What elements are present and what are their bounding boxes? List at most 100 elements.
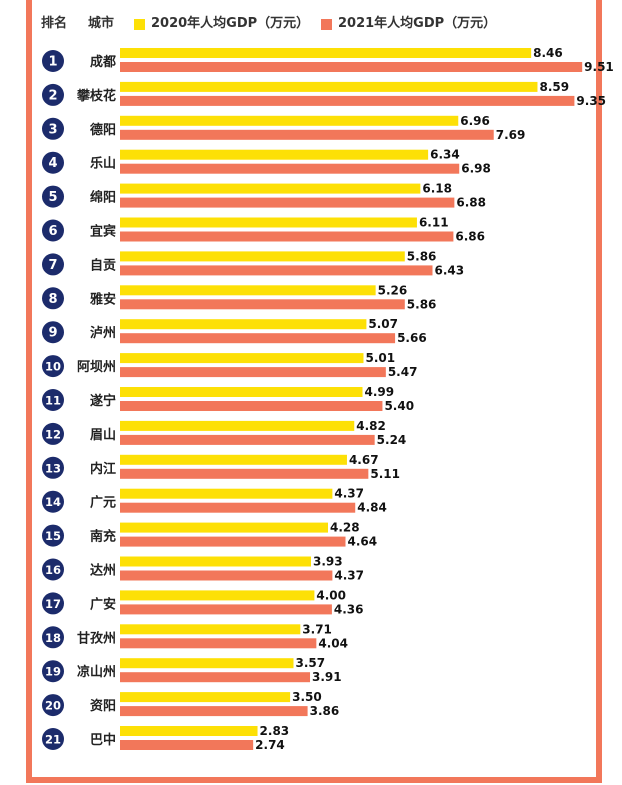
rank-circle bbox=[42, 728, 64, 750]
bar-2021 bbox=[120, 401, 383, 411]
value-label-2021: 2.74 bbox=[255, 738, 285, 752]
value-label-2021: 6.86 bbox=[455, 230, 485, 244]
value-label-2021: 5.24 bbox=[377, 433, 407, 447]
bar-2020 bbox=[120, 353, 364, 364]
bar-2020 bbox=[120, 454, 347, 465]
bar-2021 bbox=[120, 706, 308, 717]
rank-number: 19 bbox=[45, 665, 61, 679]
bar-2021 bbox=[120, 129, 494, 140]
rank-circle bbox=[42, 490, 64, 513]
value-label-2020: 4.99 bbox=[365, 385, 395, 399]
city-label: 成都 bbox=[90, 54, 116, 70]
city-header: 城市 bbox=[88, 16, 115, 31]
rank-circle bbox=[42, 626, 64, 649]
rank-circle bbox=[42, 219, 64, 242]
bar-2021 bbox=[120, 740, 254, 750]
city-label: 乐山 bbox=[90, 156, 116, 172]
bar-2020 bbox=[120, 726, 258, 736]
city-label: 德阳 bbox=[90, 122, 116, 138]
bar-2020 bbox=[120, 285, 376, 296]
city-label: 资阳 bbox=[90, 698, 116, 714]
city-label: 宜宾 bbox=[90, 224, 116, 240]
city-label: 广安 bbox=[90, 596, 116, 612]
rank-number: 16 bbox=[45, 563, 61, 577]
rank-number: 11 bbox=[45, 394, 61, 408]
value-label-2020: 5.07 bbox=[368, 317, 398, 331]
rank-circle bbox=[42, 422, 64, 445]
value-label-2020: 2.83 bbox=[260, 724, 290, 738]
value-label-2020: 6.96 bbox=[460, 114, 490, 128]
bar-2021 bbox=[120, 638, 317, 649]
rank-number: 17 bbox=[45, 597, 61, 611]
value-label-2021: 7.69 bbox=[496, 128, 526, 142]
bar-2020 bbox=[120, 387, 363, 397]
bar-2020 bbox=[120, 319, 367, 330]
rank-circle bbox=[42, 355, 64, 378]
city-label: 绵阳 bbox=[90, 190, 116, 206]
rank-number: 1 bbox=[48, 55, 57, 70]
bar-2021 bbox=[120, 604, 332, 615]
value-label-2021: 5.66 bbox=[397, 331, 427, 345]
rank-number: 9 bbox=[48, 326, 57, 341]
value-label-2020: 4.37 bbox=[334, 487, 364, 501]
value-label-2020: 4.28 bbox=[330, 521, 360, 535]
legend-swatch-2020 bbox=[134, 19, 145, 30]
city-label: 巴中 bbox=[90, 732, 116, 748]
legend-label-2021: 2021年人均GDP（万元） bbox=[338, 16, 497, 31]
bar-2020 bbox=[120, 522, 329, 533]
rank-circle bbox=[42, 253, 64, 276]
value-label-2021: 6.98 bbox=[461, 162, 491, 176]
rank-header: 排名 bbox=[41, 16, 68, 31]
value-label-2020: 6.34 bbox=[430, 148, 460, 162]
bar-2021 bbox=[120, 95, 575, 106]
bar-2020 bbox=[120, 81, 538, 92]
bar-2020 bbox=[120, 692, 291, 703]
value-label-2020: 3.71 bbox=[302, 622, 332, 636]
value-label-2021: 6.43 bbox=[434, 263, 464, 277]
value-label-2021: 6.88 bbox=[456, 196, 486, 210]
bar-2020 bbox=[120, 48, 532, 58]
bar-2021 bbox=[120, 536, 346, 547]
value-label-2020: 3.93 bbox=[313, 555, 343, 569]
rank-circle bbox=[42, 185, 64, 208]
bar-2021 bbox=[120, 468, 369, 479]
city-label: 凉山州 bbox=[77, 664, 116, 680]
bar-2020 bbox=[120, 115, 459, 126]
bar-2021 bbox=[120, 502, 356, 513]
rank-number: 13 bbox=[45, 461, 61, 475]
city-label: 雅安 bbox=[90, 291, 116, 307]
bar-2021 bbox=[120, 231, 454, 242]
rank-circle bbox=[42, 524, 64, 547]
bar-2020 bbox=[120, 420, 355, 431]
bar-2021 bbox=[120, 299, 405, 310]
rank-number: 10 bbox=[45, 360, 61, 374]
bar-2021 bbox=[120, 672, 311, 683]
value-label-2020: 5.26 bbox=[378, 283, 408, 297]
value-label-2020: 6.11 bbox=[419, 216, 449, 230]
bar-2020 bbox=[120, 658, 294, 669]
city-label: 攀枝花 bbox=[76, 88, 116, 104]
city-label: 自贡 bbox=[90, 257, 116, 273]
legend-label-2020: 2020年人均GDP（万元） bbox=[151, 16, 310, 31]
rank-circle bbox=[42, 117, 64, 140]
value-label-2020: 5.86 bbox=[407, 249, 437, 263]
rank-circle bbox=[42, 321, 64, 344]
bar-2021 bbox=[120, 570, 333, 581]
bar-2020 bbox=[120, 183, 421, 194]
value-label-2020: 3.57 bbox=[296, 656, 326, 670]
rank-circle bbox=[42, 694, 64, 717]
city-label: 遂宁 bbox=[90, 393, 116, 409]
value-label-2021: 3.91 bbox=[312, 670, 342, 684]
rank-number: 3 bbox=[48, 122, 57, 137]
value-label-2021: 3.86 bbox=[310, 704, 340, 718]
rank-circle bbox=[42, 592, 64, 615]
rank-number: 12 bbox=[45, 427, 61, 441]
value-label-2021: 9.35 bbox=[576, 94, 606, 108]
legend-swatch-2021 bbox=[321, 19, 332, 30]
city-label: 眉山 bbox=[90, 427, 116, 443]
rank-number: 20 bbox=[45, 699, 61, 713]
value-label-2020: 8.59 bbox=[539, 80, 569, 94]
value-label-2020: 4.00 bbox=[316, 588, 346, 602]
bar-2020 bbox=[120, 251, 405, 262]
value-label-2021: 5.40 bbox=[384, 399, 414, 413]
